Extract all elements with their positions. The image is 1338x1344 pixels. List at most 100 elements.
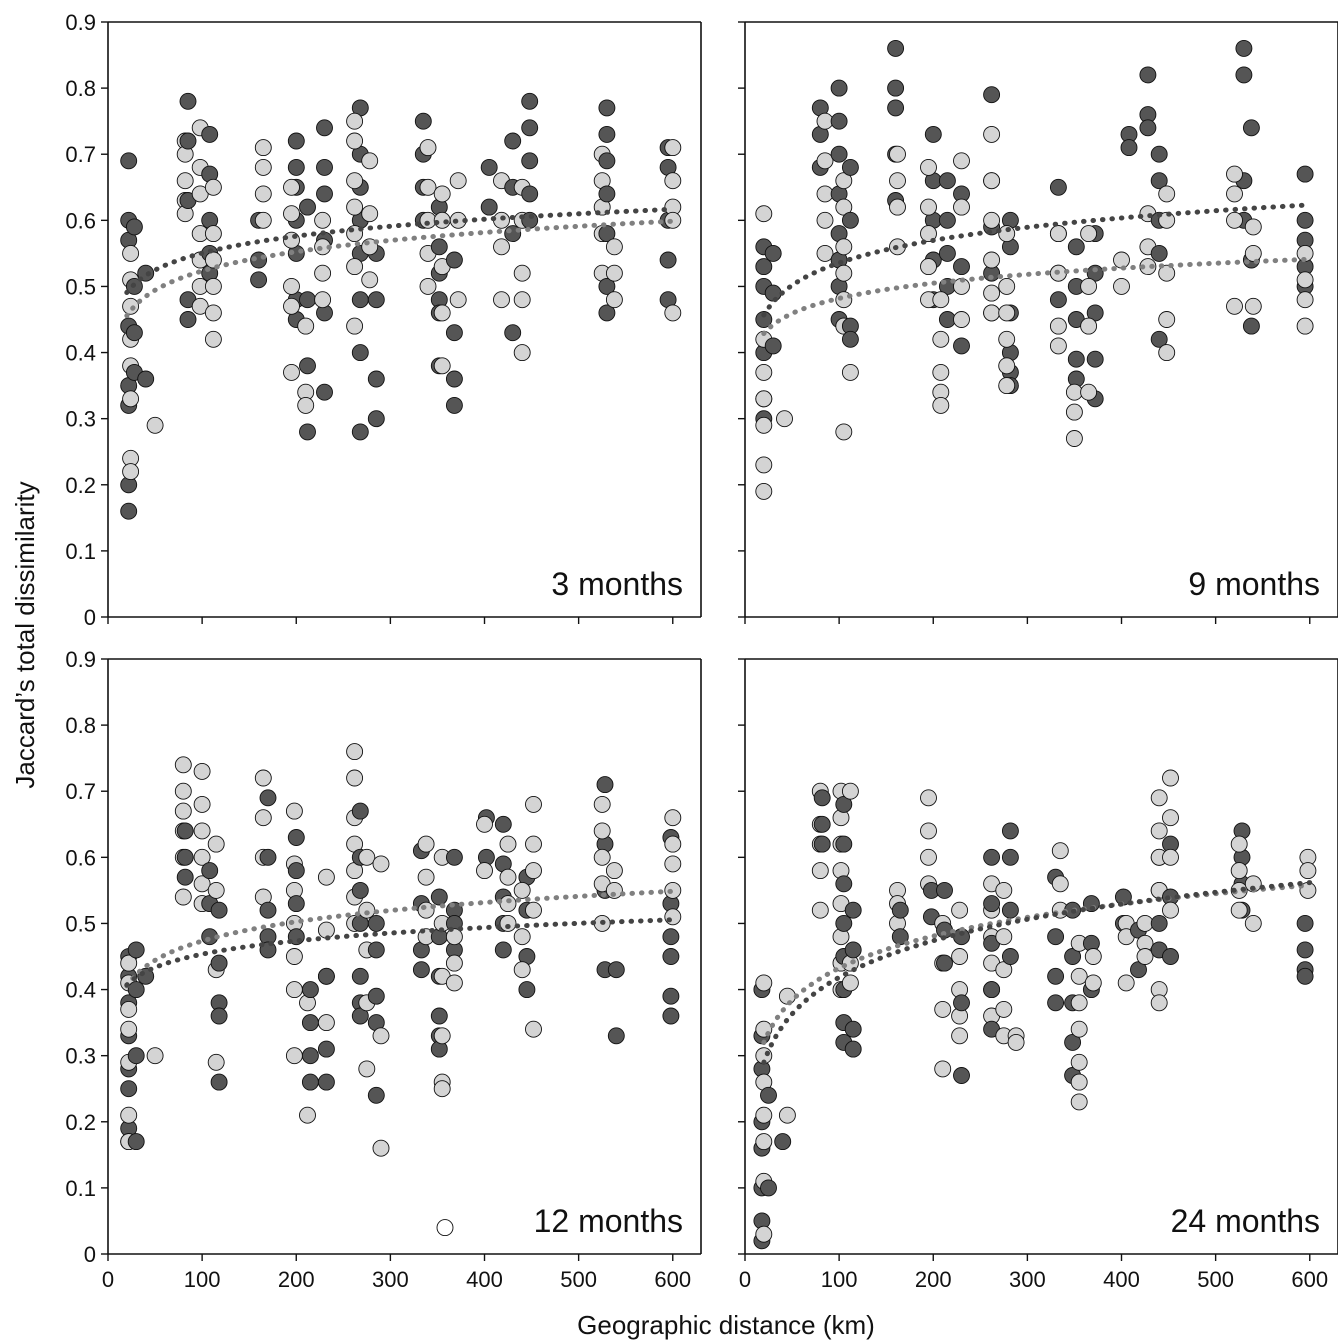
data-point-dark — [774, 1133, 792, 1151]
data-point-light — [816, 185, 834, 203]
data-point-dark — [659, 251, 677, 269]
data-point-light — [372, 1027, 390, 1045]
data-point-light — [605, 881, 623, 899]
data-point-light — [314, 291, 332, 309]
data-point-light — [283, 297, 300, 315]
x-tick-label: 0 — [102, 1267, 114, 1292]
data-point-light — [204, 304, 222, 322]
data-point-dark — [1047, 994, 1065, 1012]
data-point-light — [1150, 789, 1168, 807]
y-tick-label: 0.5 — [65, 911, 96, 936]
trend-line-light — [761, 256, 1313, 336]
data-point-dark — [953, 994, 970, 1012]
data-point-dark — [1001, 848, 1019, 866]
data-point-dark — [1296, 914, 1314, 932]
data-point-dark — [299, 198, 316, 216]
y-axis-title: Jaccard’s total dissimilarity — [10, 481, 40, 788]
data-point-light — [513, 961, 531, 979]
data-point-dark — [445, 396, 463, 414]
x-axis-title: Geographic distance (km) — [577, 1310, 875, 1340]
x-tick-label: 500 — [1197, 1267, 1234, 1292]
data-point-light — [1080, 277, 1098, 295]
data-point-light — [120, 1000, 138, 1018]
data-point-dark — [521, 152, 539, 170]
data-point-light — [120, 1106, 138, 1124]
data-point-light — [932, 291, 950, 309]
data-point-light — [254, 769, 272, 787]
panel-label: 24 months — [1171, 1203, 1320, 1239]
data-point-light — [445, 974, 463, 992]
data-point-light — [193, 848, 211, 866]
data-point-light — [204, 277, 222, 295]
data-point-dark — [841, 211, 859, 229]
panel-3-months: 0 0.1 0.2 0.3 0.4 0.5 0.6 0.7 0.8 0.9 3 months — [65, 10, 702, 630]
data-point-dark — [430, 1007, 448, 1025]
data-point-dark — [1120, 139, 1138, 157]
y-tick-label: 0.2 — [65, 473, 96, 498]
data-point-light — [998, 330, 1016, 348]
data-point-light — [1158, 311, 1176, 328]
data-point-dark — [127, 1047, 145, 1065]
data-point-light — [122, 463, 140, 481]
data-point-light — [122, 297, 140, 315]
data-point-light — [449, 172, 467, 190]
data-point-light — [605, 862, 623, 880]
data-point-light — [433, 357, 451, 375]
data-point-dark — [844, 1040, 862, 1058]
data-point-dark — [494, 941, 512, 959]
data-point-light — [1158, 211, 1176, 229]
data-point-light — [174, 782, 192, 800]
y-tick-label: 0.3 — [65, 1044, 96, 1069]
data-point-dark — [662, 987, 680, 1005]
data-point-dark — [351, 291, 369, 309]
data-point-dark — [430, 238, 448, 256]
data-point-light — [285, 1047, 303, 1065]
data-point-light — [317, 1014, 335, 1032]
data-point-dark — [250, 271, 268, 289]
data-point-light — [920, 848, 937, 866]
data-point-dark — [598, 99, 616, 117]
data-point-dark — [316, 119, 333, 137]
data-point-light — [433, 185, 451, 203]
data-point-light — [445, 928, 463, 946]
data-point-light — [254, 158, 272, 176]
data-point-dark — [844, 941, 862, 959]
data-point-dark — [367, 410, 385, 428]
data-point-light — [1162, 769, 1179, 787]
data-point-light — [283, 205, 300, 223]
data-point-light — [476, 862, 493, 880]
data-point-dark — [938, 244, 956, 262]
data-point-dark — [201, 125, 219, 143]
data-point-light — [314, 264, 332, 282]
panel-12-months: 0 0.1 0.2 0.3 0.4 0.5 0.6 0.7 0.8 0.9 0 100 200 300 40… — [65, 647, 702, 1292]
data-point-dark — [445, 370, 463, 388]
data-point-light — [932, 363, 950, 381]
y-tick-label: 0.7 — [65, 779, 96, 804]
data-point-light — [998, 304, 1016, 322]
data-point-dark — [607, 961, 625, 979]
data-point-dark — [127, 1133, 145, 1151]
data-point-light — [346, 258, 364, 276]
data-point-light — [1136, 948, 1154, 965]
data-point-light — [920, 258, 937, 276]
data-point-light — [664, 211, 682, 229]
data-point-light — [995, 881, 1013, 899]
y-tick-label: 0.2 — [65, 1110, 96, 1135]
data-point-dark — [125, 218, 143, 236]
data-point-dark — [887, 99, 905, 117]
data-point-light — [346, 317, 364, 335]
data-point-dark — [1049, 291, 1067, 309]
y-tick-label: 0.8 — [65, 713, 96, 738]
data-point-light — [419, 139, 437, 157]
x-tick-label: 200 — [915, 1267, 952, 1292]
data-point-dark — [504, 324, 522, 342]
data-point-light — [1150, 822, 1168, 840]
data-point-dark — [598, 185, 616, 203]
data-point-dark — [480, 198, 498, 216]
data-point-light — [513, 264, 531, 282]
data-point-dark — [367, 291, 385, 309]
data-point-light — [605, 264, 623, 282]
x-tick-label: 200 — [278, 1267, 315, 1292]
data-point-dark — [1067, 238, 1085, 256]
data-point-light — [1065, 403, 1083, 421]
